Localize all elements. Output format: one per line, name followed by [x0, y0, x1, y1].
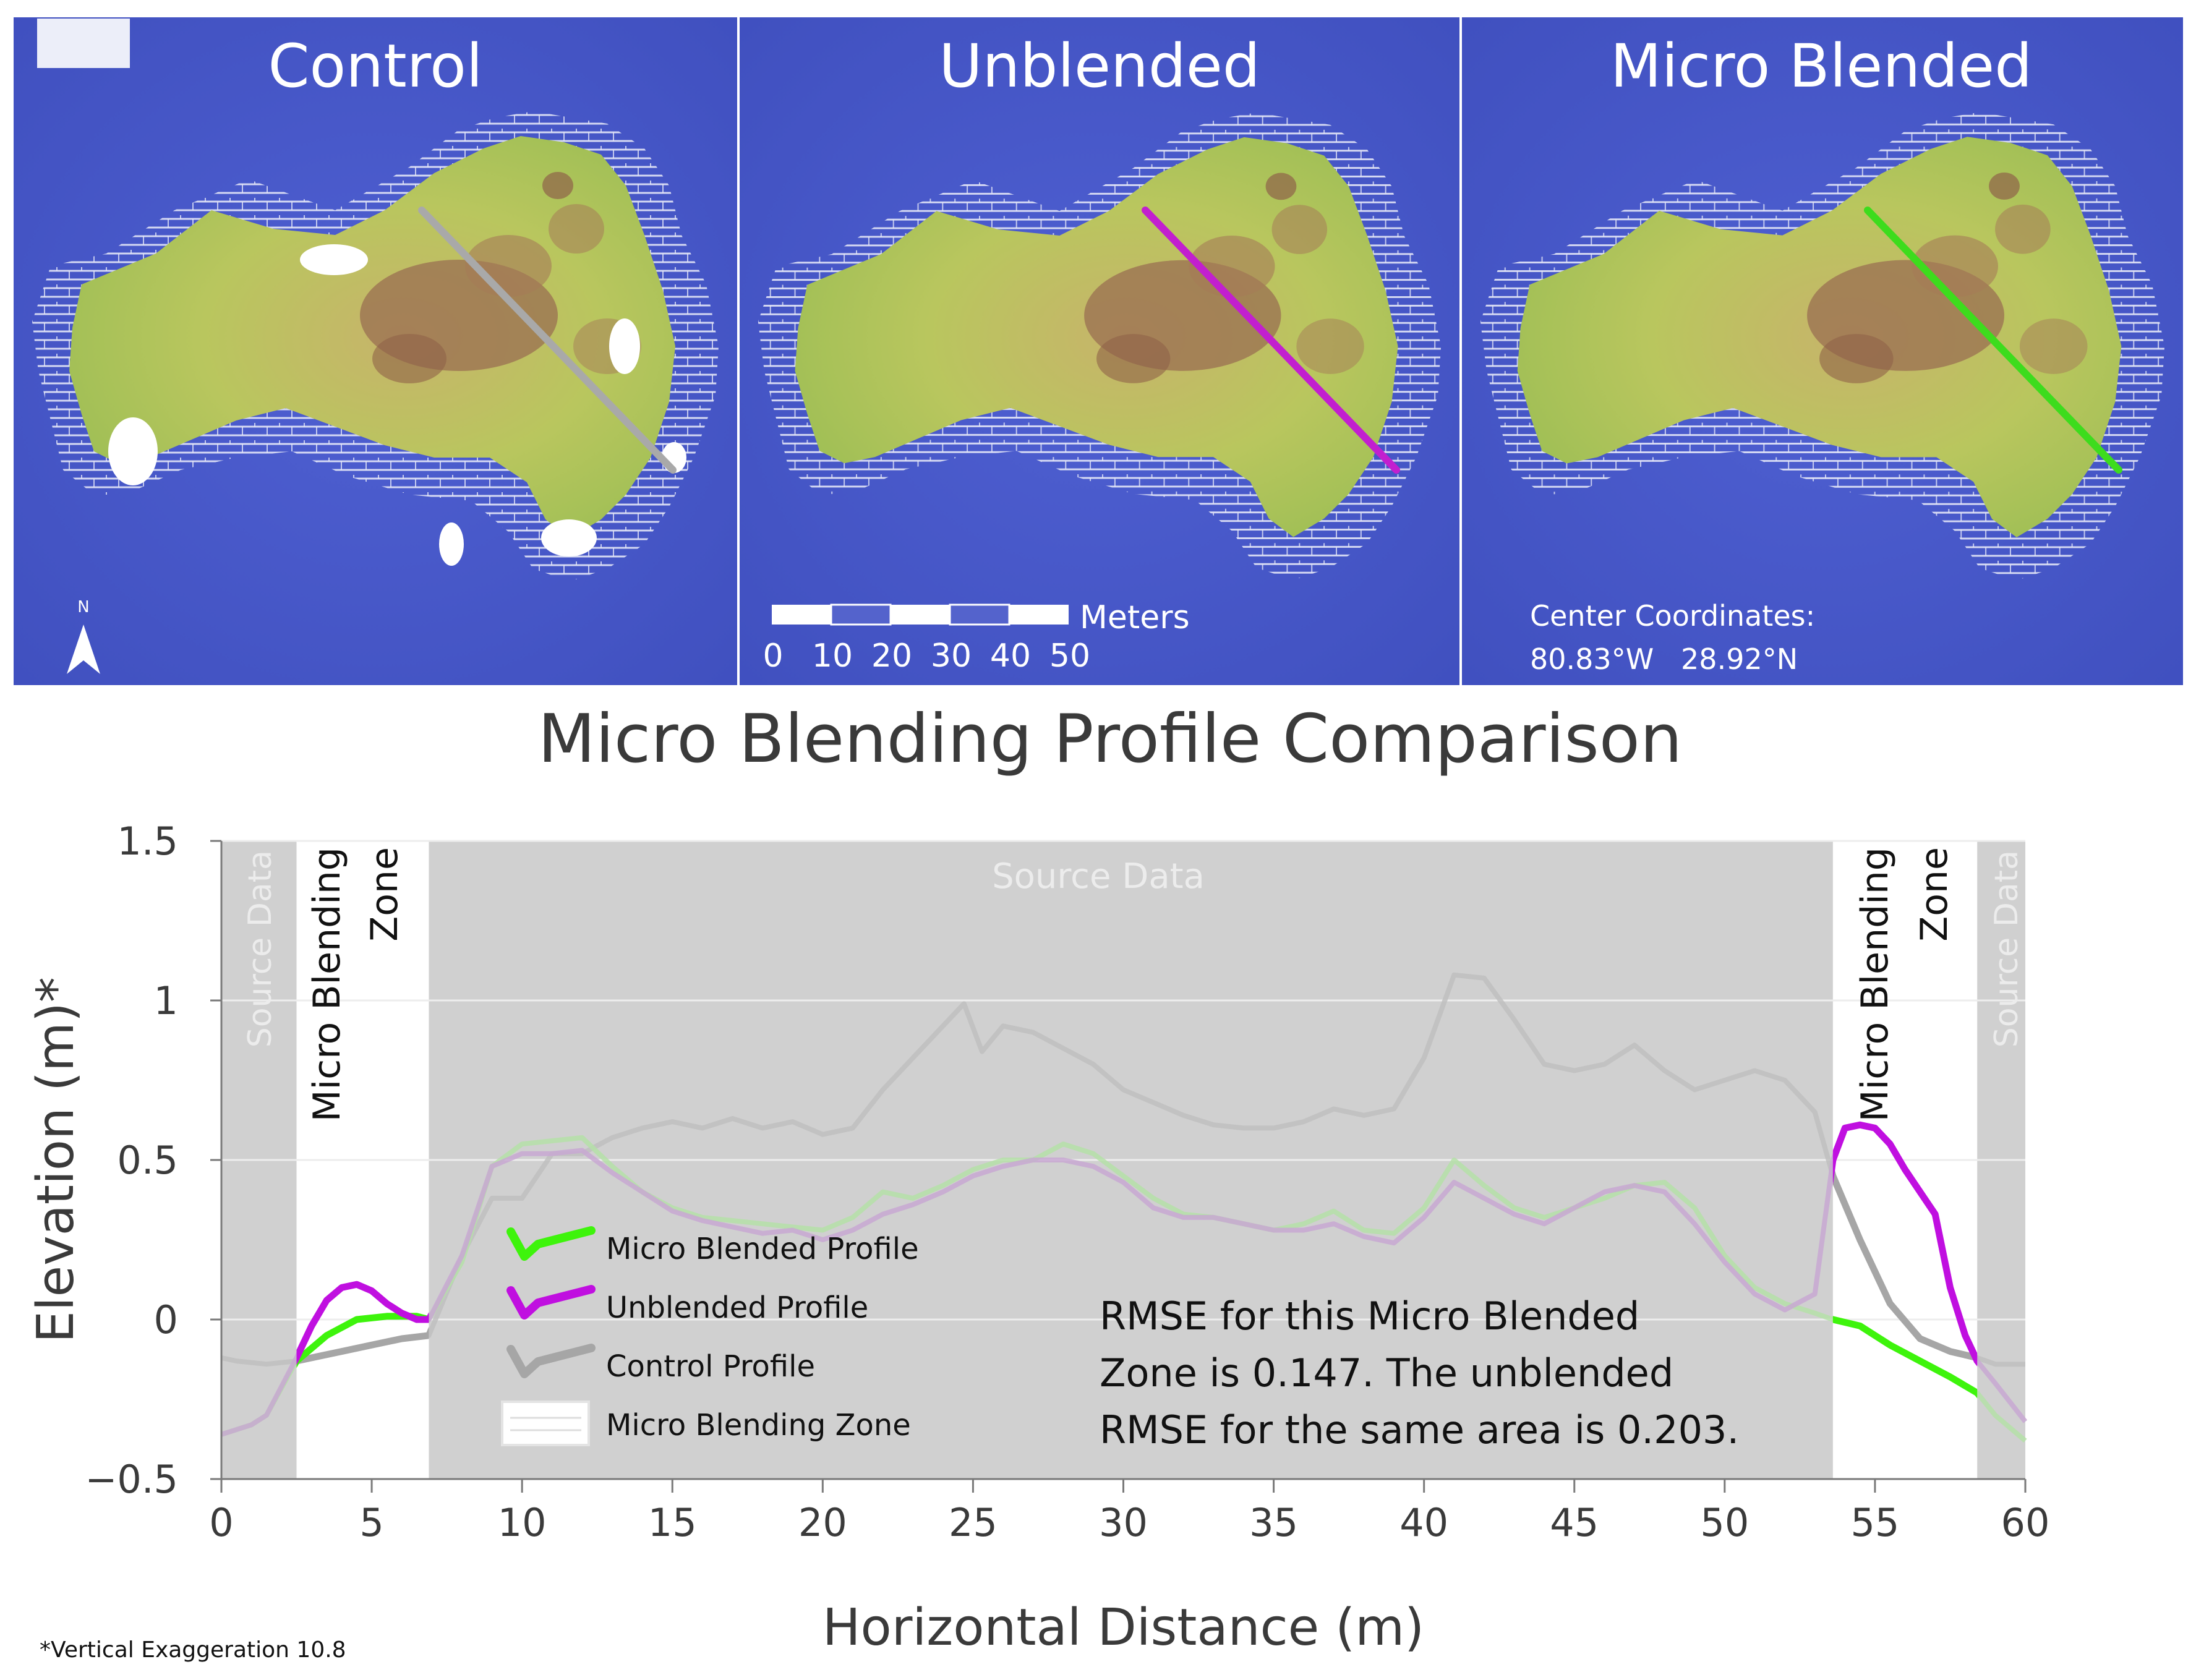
legend-swatch	[506, 1285, 596, 1320]
legend-label: Unblended Profile	[606, 1290, 868, 1325]
micro-blending-zone-label: Micro Blending	[1853, 847, 1897, 1122]
x-tick-label: 10	[498, 1500, 547, 1545]
scale-unit: Meters	[1080, 599, 1190, 636]
source-data-label-vertical: Source Data	[242, 850, 279, 1047]
x-tick-label: 25	[949, 1500, 998, 1545]
x-tick-label: 0	[209, 1500, 233, 1545]
legend-swatch-hatch	[510, 1417, 581, 1431]
x-axis-label: Horizontal Distance (m)	[822, 1598, 1424, 1657]
y-tick-label: −0.5	[85, 1457, 178, 1502]
rmse-note: RMSE for this Micro Blended	[1100, 1294, 1639, 1339]
rmse-note: RMSE for the same area is 0.203.	[1100, 1407, 1739, 1452]
legend-swatch	[506, 1344, 596, 1378]
legend-swatch	[501, 1401, 590, 1446]
north-label: N	[77, 598, 89, 616]
scale-tick: 40	[990, 637, 1031, 675]
scale-bar: Meters 0 10 20 30 40 50	[763, 599, 1189, 675]
scale-tick: 20	[871, 637, 912, 675]
legend-swatch	[506, 1226, 596, 1261]
transect-line	[1142, 207, 1400, 474]
transect-line	[1864, 207, 2122, 474]
x-tick-label: 40	[1399, 1500, 1448, 1545]
north-arrow-icon: N	[67, 598, 100, 674]
rmse-note: Zone is 0.147. The unblended	[1100, 1350, 1673, 1396]
source-data-label: Source Data	[992, 856, 1205, 897]
scale-tick: 0	[763, 637, 783, 675]
scale-tick: 50	[1049, 637, 1090, 675]
micro-blending-zone-label: Micro Blending	[305, 847, 349, 1122]
map-panel-title: Unblended	[939, 32, 1260, 101]
map-panel-control: Control N	[14, 17, 737, 685]
chart-title: Micro Blending Profile Comparison	[538, 701, 1683, 778]
micro-blending-zone-label: Zone	[363, 847, 406, 942]
profile-chart: 0 5 10 15 20 25 30 35 40 45 50 55 60 −0.5 0 0.5 1 1.5 Hor…	[27, 819, 2049, 1657]
map-panel-unblended: Unblended Meters 0 10 20 30 40 50	[740, 17, 1459, 685]
x-tick-label: 20	[798, 1500, 847, 1545]
data-voids	[108, 244, 686, 566]
coords-title: Center Coordinates:	[1530, 599, 1815, 633]
footnote: *Vertical Exaggeration 10.8	[40, 1637, 346, 1663]
void-area	[37, 19, 130, 68]
coords-value: 80.83°W 28.92°N	[1530, 642, 1798, 676]
map-panel-title: Control	[268, 32, 482, 101]
x-tick-label: 30	[1099, 1500, 1148, 1545]
y-axis-label: Elevation (m)*	[27, 977, 85, 1343]
transect-line	[418, 207, 677, 474]
x-tick-label: 60	[2001, 1500, 2050, 1545]
map-panels: Control N Unblended Meters 0 10	[14, 17, 2183, 685]
x-tick-label: 15	[648, 1500, 697, 1545]
control-profile-line-faded	[221, 972, 2025, 1367]
legend-label: Control Profile	[606, 1349, 815, 1384]
y-tick-label: 1.5	[117, 819, 178, 864]
map-panel-title: Micro Blended	[1610, 32, 2032, 101]
source-data-label-vertical: Source Data	[1988, 850, 2025, 1047]
micro-blending-zone-label: Zone	[1913, 847, 1956, 942]
y-tick-label: 0.5	[117, 1138, 178, 1183]
x-tick-label: 5	[359, 1500, 383, 1545]
y-tick-label: 0	[154, 1297, 178, 1342]
legend-label: Micro Blended Profile	[606, 1232, 919, 1266]
legend-label: Micro Blending Zone	[606, 1408, 911, 1443]
scale-tick: 10	[812, 637, 853, 675]
micro-blended-profile-line-faded	[220, 1135, 2027, 1443]
y-tick-label: 1	[154, 978, 178, 1023]
x-tick-label: 55	[1850, 1500, 1899, 1545]
map-panel-micro-blended: Micro Blended Center Coordinates: 80.83°…	[1462, 17, 2183, 685]
x-tick-label: 45	[1550, 1500, 1599, 1545]
scale-tick: 30	[931, 637, 972, 675]
x-tick-label: 35	[1249, 1500, 1298, 1545]
x-tick-label: 50	[1700, 1500, 1749, 1545]
